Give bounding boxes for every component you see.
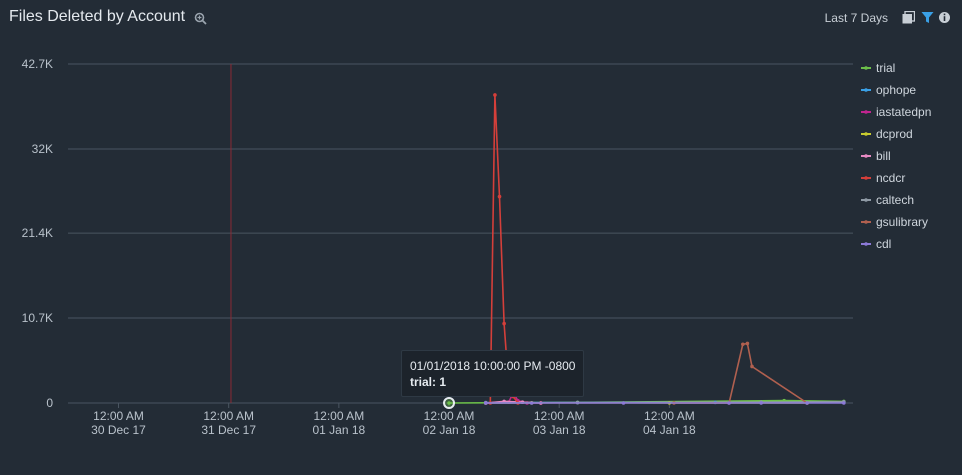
legend[interactable]: trial ophope iastatedpn dcprod bill ncdcr calt… [861,61,931,251]
legend-swatch-dot [864,198,868,202]
hover-point-marker [443,396,456,409]
legend-label: cdl [876,237,891,251]
filter-icon[interactable] [921,11,934,24]
data-point[interactable] [745,341,750,346]
x-tick-date: 02 Jan 18 [423,423,476,437]
legend-item-iastatedpn[interactable]: iastatedpn [861,105,931,119]
legend-item-ncdcr[interactable]: ncdcr [861,171,905,185]
x-tick-time: 12:00 AM [313,409,364,423]
zoom-icon[interactable] [194,12,207,25]
legend-swatch-dot [864,110,868,114]
legend-swatch-dot [864,220,868,224]
x-tick-time: 12:00 AM [424,409,475,423]
legend-label: gsulibrary [876,215,928,229]
tooltip-datetime: 01/01/2018 10:00:00 PM -0800 [410,359,576,373]
legend-swatch-dot [864,66,868,70]
dashboard-link-icon[interactable] [902,11,915,24]
tooltip-value: trial: 1 [410,375,447,389]
legend-swatch-dot [864,88,868,92]
y-tick-label: 42.7K [22,57,53,71]
legend-label: iastatedpn [876,105,931,119]
y-tick-label: 21.4K [22,226,53,240]
y-tick-label: 10.7K [22,311,53,325]
series-line[interactable] [674,342,808,404]
data-point[interactable] [497,194,502,199]
info-icon[interactable] [938,11,951,24]
x-tick-time: 12:00 AM [644,409,695,423]
y-tick-label: 0 [46,396,53,410]
data-point[interactable] [759,401,763,405]
data-point[interactable] [483,401,488,405]
legend-item-bill[interactable]: bill [861,149,891,163]
data-point[interactable] [621,401,626,405]
series-cdl[interactable] [483,401,846,405]
data-point[interactable] [805,401,809,405]
time-range-label[interactable]: Last 7 Days [824,11,888,25]
data-point[interactable] [529,401,534,405]
legend-label: dcprod [876,127,913,141]
data-point[interactable] [842,401,846,405]
panel-title: Files Deleted by Account [9,8,186,25]
data-point[interactable] [493,93,497,97]
legend-item-caltech[interactable]: caltech [861,193,914,207]
legend-swatch-dot [864,242,868,246]
legend-item-gsulibrary[interactable]: gsulibrary [861,215,928,229]
data-point[interactable] [502,321,506,326]
data-tooltip: 01/01/2018 10:00:00 PM -0800 trial: 1 [401,350,585,397]
x-tick-date: 30 Dec 17 [91,423,146,437]
legend-label: trial [876,61,895,75]
legend-swatch-dot [864,154,868,158]
grid-lines [68,63,853,404]
legend-label: ophope [876,83,916,97]
panel-header: Files Deleted by Account Last 7 Days [0,0,962,36]
legend-item-ophope[interactable]: ophope [861,83,916,97]
series-gsulibrary[interactable] [672,341,809,405]
legend-item-dcprod[interactable]: dcprod [861,127,913,141]
legend-swatch-dot [864,176,868,180]
data-point[interactable] [447,401,451,405]
x-tick-time: 12:00 AM [203,409,254,423]
data-point[interactable] [741,342,745,347]
legend-label: bill [876,149,891,163]
y-tick-label: 32K [32,142,53,156]
data-point[interactable] [727,401,731,405]
x-tick-date: 04 Jan 18 [643,423,696,437]
x-tick-date: 03 Jan 18 [533,423,586,437]
legend-swatch-dot [864,132,868,136]
x-tick-time: 12:00 AM [93,409,144,423]
y-axis-ticks: 0 10.7K 21.4K 32K 42.7K [22,57,54,410]
legend-label: caltech [876,193,914,207]
x-tick-time: 12:00 AM [534,409,585,423]
data-point[interactable] [750,364,754,369]
x-tick-date: 31 Dec 17 [201,423,256,437]
legend-item-cdl[interactable]: cdl [861,237,891,251]
legend-label: ncdcr [876,171,905,185]
legend-item-trial[interactable]: trial [861,61,895,75]
x-tick-date: 01 Jan 18 [312,423,365,437]
